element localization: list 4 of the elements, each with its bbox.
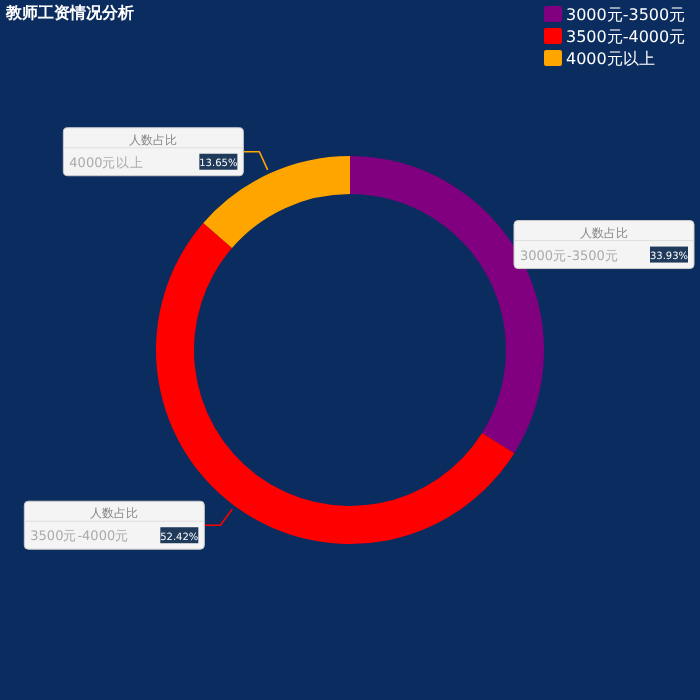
chart-title: 教师工资情况分析 bbox=[4, 4, 134, 22]
legend-label: 3500元-4000元 bbox=[566, 28, 686, 46]
legend-label: 3000元-3500元 bbox=[566, 6, 686, 24]
legend-label: 4000元以上 bbox=[566, 50, 655, 68]
